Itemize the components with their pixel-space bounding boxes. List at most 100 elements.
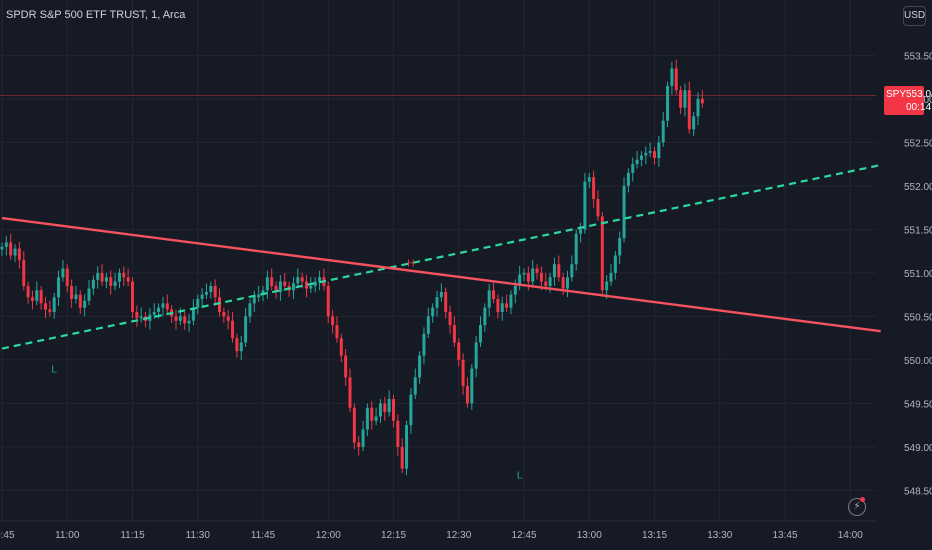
candle-body — [96, 272, 100, 280]
candle-body — [209, 285, 213, 293]
notification-dot — [860, 497, 865, 502]
candle-body — [218, 297, 221, 313]
candle-body — [457, 342, 461, 360]
candle-body — [261, 290, 265, 295]
candle-body — [444, 292, 448, 313]
candle-body — [370, 407, 374, 421]
candle-body — [661, 120, 665, 143]
time-tick-label: 11:15 — [120, 530, 145, 541]
price-axis[interactable]: 548.50 549.00 549.50 550.00 550.50 551.00 551.… — [904, 51, 932, 497]
candle-body — [653, 151, 656, 159]
candle-body — [596, 198, 600, 217]
candle-body — [448, 312, 452, 326]
candle-body — [396, 420, 400, 447]
lightning-icon[interactable]: ⚡ — [848, 498, 866, 516]
candle-body — [148, 314, 152, 321]
hl-label: L — [51, 365, 57, 376]
candle-body — [61, 268, 65, 278]
candle-body — [522, 272, 526, 275]
hl-labels: L H L — [51, 258, 522, 481]
candle-body — [378, 403, 382, 417]
candle-body — [496, 299, 500, 313]
candle-body — [300, 277, 304, 282]
candle-body — [52, 297, 56, 313]
candle-body — [318, 277, 322, 282]
candle-body — [683, 90, 687, 108]
candle-body — [679, 90, 683, 108]
candle-body — [165, 303, 169, 310]
candle-body — [270, 277, 274, 286]
price-tick-label: 551.50 — [904, 225, 932, 236]
candle-body — [361, 429, 365, 447]
candle-body — [4, 242, 8, 247]
candle-body — [579, 229, 583, 234]
candle-body — [265, 277, 269, 291]
grid-lines — [0, 0, 876, 521]
hl-label: H — [407, 258, 414, 269]
candle-body — [87, 288, 91, 301]
candle-body — [0, 246, 4, 250]
candle-body — [666, 85, 670, 121]
candle-body — [535, 268, 539, 273]
candle-body — [470, 368, 474, 404]
candle-body — [435, 297, 439, 308]
candle-body — [696, 98, 700, 117]
currency-button[interactable]: USD — [903, 6, 926, 26]
time-tick-label: 12:15 — [381, 530, 406, 541]
candle-body — [431, 307, 435, 317]
candle-body — [439, 292, 443, 298]
support-trendline[interactable] — [1, 163, 881, 350]
time-axis[interactable]: 10:45 11:00 11:15 11:30 11:45 12:00 12:15 12:30… — [0, 530, 863, 541]
candle-body — [422, 333, 426, 356]
candle-body — [692, 116, 696, 130]
candle-body — [570, 264, 574, 278]
candle-body — [644, 152, 648, 156]
candle-body — [461, 359, 465, 386]
candle-body — [309, 285, 313, 289]
candle-body — [204, 292, 208, 295]
trendlines[interactable] — [1, 163, 881, 350]
resistance-trendline[interactable] — [1, 216, 881, 333]
candle-body — [196, 299, 200, 308]
candle-body — [418, 355, 422, 378]
candle-body — [700, 98, 704, 104]
candle-body — [348, 377, 352, 408]
candle-body — [639, 155, 643, 160]
candle-body — [518, 274, 522, 286]
candle-body — [587, 177, 591, 182]
candle-body — [48, 309, 52, 313]
candle-body — [135, 312, 139, 319]
candle-body — [487, 290, 491, 308]
time-tick-label: 10:45 — [0, 530, 15, 541]
price-tick-label: 551.00 — [904, 269, 932, 280]
candle-body — [244, 316, 248, 343]
candle-body — [113, 281, 117, 286]
time-tick-label: 13:45 — [772, 530, 797, 541]
candle-body — [213, 285, 217, 298]
candle-body — [600, 216, 604, 291]
candle-body — [526, 272, 530, 282]
candle-body — [157, 307, 161, 313]
candle-body — [426, 316, 430, 334]
candle-body — [35, 290, 39, 301]
candle-body — [657, 142, 661, 159]
candle-body — [257, 294, 261, 298]
candle-body — [374, 416, 378, 421]
price-tag-value: 553.04 — [906, 89, 932, 100]
candle-body — [583, 181, 587, 230]
candle-body — [248, 303, 252, 317]
candle-body — [178, 316, 182, 321]
candle-body — [635, 159, 639, 165]
candle-body — [57, 277, 61, 298]
price-tick-label: 550.00 — [904, 356, 932, 367]
time-tick-label: 11:30 — [186, 530, 211, 541]
candle-body — [313, 281, 317, 286]
candle-body — [452, 325, 456, 343]
candle-body — [383, 403, 387, 413]
time-tick-label: 12:45 — [511, 530, 536, 541]
time-tick-label: 13:30 — [707, 530, 732, 541]
symbol-title[interactable]: SPDR S&P 500 ETF TRUST, 1, Arca — [6, 9, 186, 21]
candle-body — [400, 446, 404, 469]
price-tick-label: 548.50 — [904, 486, 932, 497]
